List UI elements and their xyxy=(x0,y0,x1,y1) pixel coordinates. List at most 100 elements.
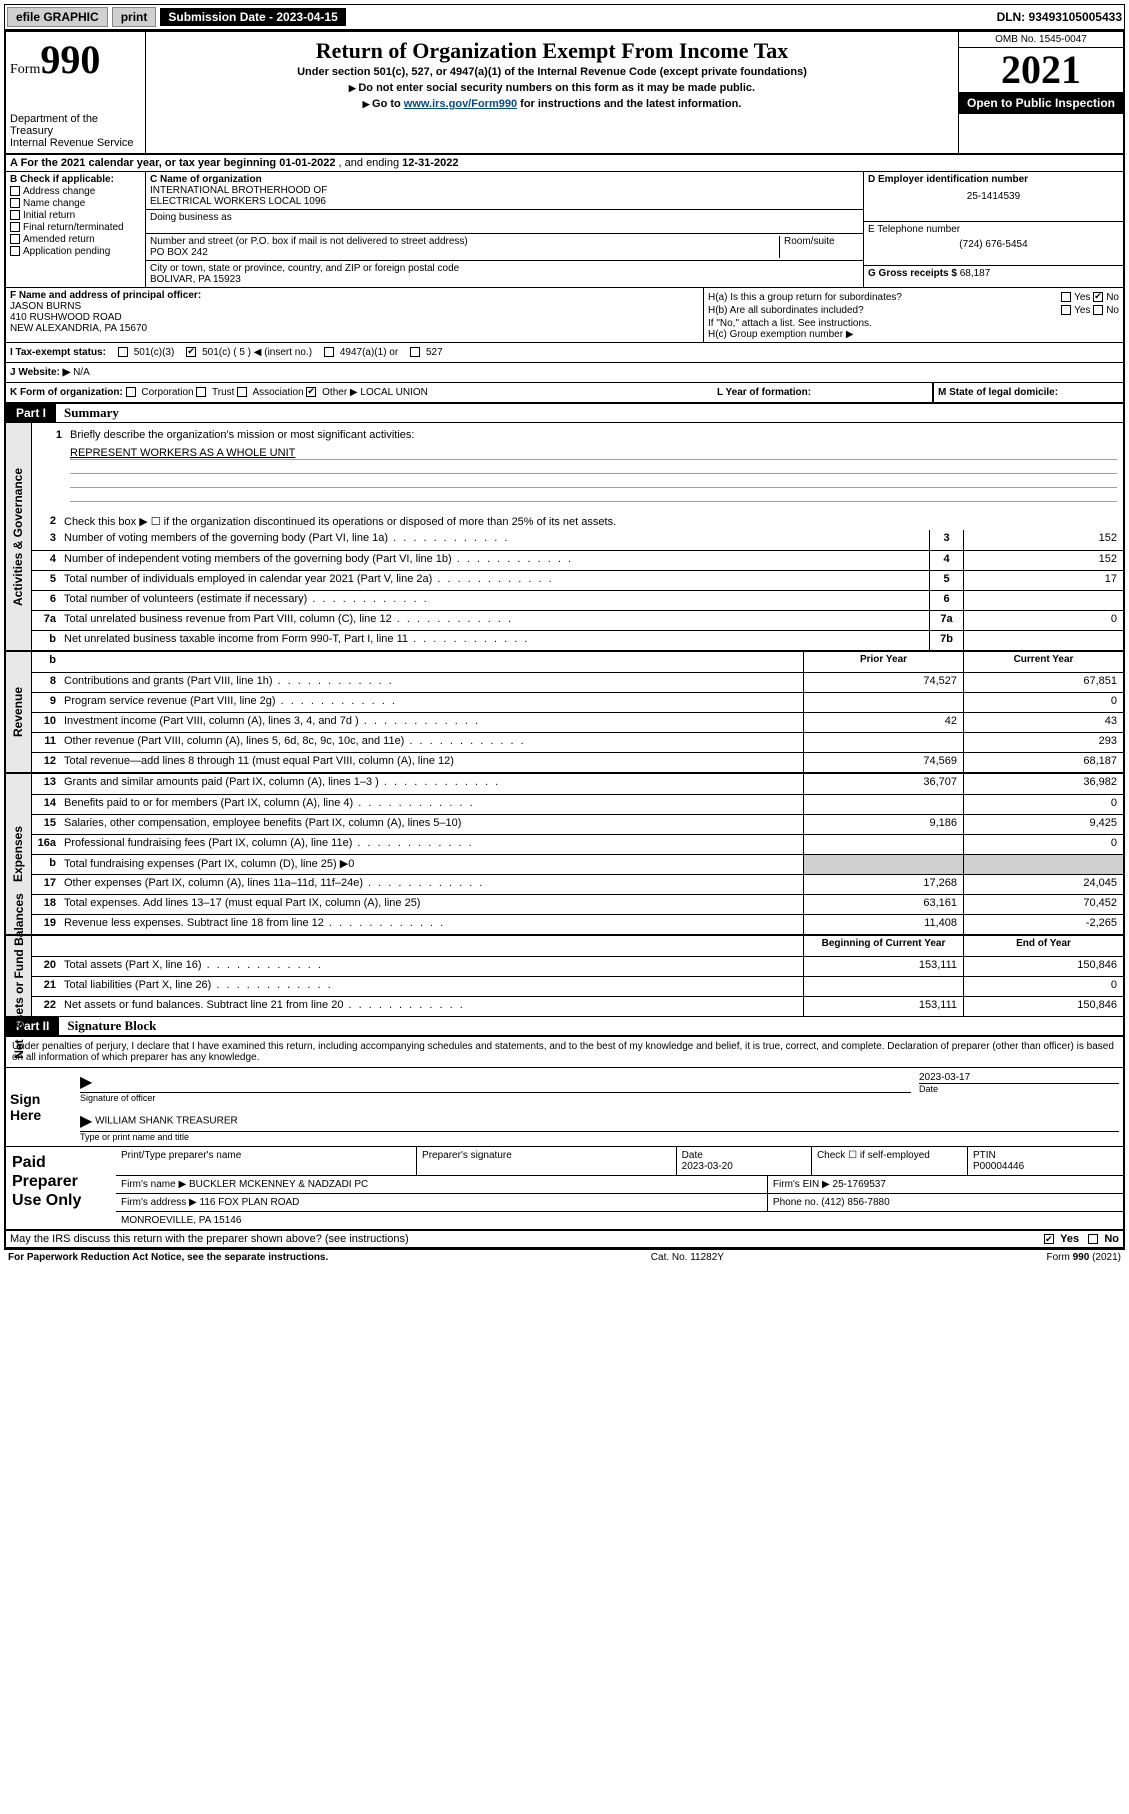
opt-527[interactable]: 527 xyxy=(410,347,442,358)
org-name-1: INTERNATIONAL BROTHERHOOD OF xyxy=(150,185,859,196)
city-cell: City or town, state or province, country… xyxy=(146,261,863,287)
rev-12-p: 74,569 xyxy=(803,753,963,772)
na-20-d: Total assets (Part X, line 16) xyxy=(60,957,803,976)
discuss-no-chk[interactable] xyxy=(1088,1234,1098,1244)
firm-name-cell: Firm's name ▶ BUCKLER MCKENNEY & NADZADI… xyxy=(116,1176,768,1193)
na-hdr-end: End of Year xyxy=(963,936,1123,956)
exp-13-n: 13 xyxy=(32,774,60,794)
chk-name-change[interactable]: Name change xyxy=(10,198,141,209)
exp-15-n: 15 xyxy=(32,815,60,834)
chk-initial-return[interactable]: Initial return xyxy=(10,210,141,221)
gov-6-ln: 6 xyxy=(929,591,963,610)
col-b-checkboxes: B Check if applicable: Address change Na… xyxy=(6,172,146,287)
gov-7a-num: 7a xyxy=(32,611,60,630)
gov-7a-ln: 7a xyxy=(929,611,963,630)
sign-here-row: Sign Here ▶ Signature of officer 2023-03… xyxy=(6,1067,1123,1146)
phone-val: (724) 676-5454 xyxy=(868,239,1119,250)
expenses-section: Expenses 13Grants and similar amounts pa… xyxy=(6,774,1123,936)
print-btn[interactable]: print xyxy=(112,7,157,27)
sig-name-title: WILLIAM SHANK TREASURER xyxy=(95,1116,238,1127)
chk-address-change[interactable]: Address change xyxy=(10,186,141,197)
prep-h2: Preparer's signature xyxy=(417,1147,677,1175)
prep-h1: Print/Type preparer's name xyxy=(116,1147,417,1175)
exp-18-d: Total expenses. Add lines 13–17 (must eq… xyxy=(60,895,803,914)
gross-receipts-cell: G Gross receipts $ 68,187 xyxy=(864,266,1123,281)
officer-lbl: F Name and address of principal officer: xyxy=(10,290,201,301)
na-22-n: 22 xyxy=(32,997,60,1016)
opt-corp[interactable]: Corporation xyxy=(126,387,194,398)
chk-app-pending[interactable]: Application pending xyxy=(10,246,141,257)
exp-14-c: 0 xyxy=(963,795,1123,814)
rev-8-p: 74,527 xyxy=(803,673,963,692)
na-20-c: 150,846 xyxy=(963,957,1123,976)
row-j-val: N/A xyxy=(73,367,90,378)
form-header: Form990 Department of the Treasury Inter… xyxy=(6,32,1123,155)
addr-val: PO BOX 242 xyxy=(150,247,779,258)
sub3-pre: Go to xyxy=(372,98,404,110)
gov-7b-ln: 7b xyxy=(929,631,963,650)
section-bcde: B Check if applicable: Address change Na… xyxy=(6,172,1123,288)
efile-btn[interactable]: efile GRAPHIC xyxy=(7,7,108,27)
opt-assoc[interactable]: Association xyxy=(237,387,303,398)
sig-declaration: Under penalties of perjury, I declare th… xyxy=(6,1036,1123,1067)
row-i-lbl: I Tax-exempt status: xyxy=(10,347,106,358)
na-hdr-desc xyxy=(60,936,803,956)
paid-preparer: Paid Preparer Use Only Print/Type prepar… xyxy=(6,1146,1123,1231)
row-j-website: J Website: ▶ N/A xyxy=(6,363,1123,383)
form-num-big: 990 xyxy=(40,37,100,82)
gov-5-desc: Total number of individuals employed in … xyxy=(60,571,929,590)
rev-hdr-b: b xyxy=(32,652,60,672)
officer-name: JASON BURNS xyxy=(10,301,699,312)
row-a-mid: , and ending xyxy=(339,157,403,169)
mission-block: 1 Briefly describe the organization's mi… xyxy=(32,423,1123,507)
room-suite-lbl: Room/suite xyxy=(779,236,859,258)
exp-17-p: 17,268 xyxy=(803,875,963,894)
gov-7b-desc: Net unrelated business taxable income fr… xyxy=(60,631,929,650)
form-sub3: Go to www.irs.gov/Form990 for instructio… xyxy=(154,98,950,110)
rev-9-c: 0 xyxy=(963,693,1123,712)
officer-addr2: NEW ALEXANDRIA, PA 15670 xyxy=(10,323,699,334)
opt-4947[interactable]: 4947(a)(1) or xyxy=(324,347,398,358)
row-a-label: A For the 2021 calendar year, or tax yea… xyxy=(10,157,279,169)
org-name-lbl: C Name of organization xyxy=(150,174,859,185)
hc-lbl: H(c) Group exemption number ▶ xyxy=(708,329,1119,340)
dba-cell: Doing business as xyxy=(146,210,863,234)
na-21-c: 0 xyxy=(963,977,1123,996)
mission-text: REPRESENT WORKERS AS A WHOLE UNIT xyxy=(70,447,1117,460)
sig-officer-lbl: Signature of officer xyxy=(80,1092,911,1103)
form990-link[interactable]: www.irs.gov/Form990 xyxy=(404,98,517,110)
row-j-lbl: J Website: ▶ xyxy=(10,367,73,378)
na-hdr-spacer xyxy=(32,936,60,956)
opt-trust[interactable]: Trust xyxy=(196,387,234,398)
gov-5-val: 17 xyxy=(963,571,1123,590)
exp-17-n: 17 xyxy=(32,875,60,894)
opt-other[interactable]: Other ▶ xyxy=(306,387,357,398)
discuss-yes-chk[interactable] xyxy=(1044,1234,1054,1244)
sig-name-lbl: Type or print name and title xyxy=(80,1131,1119,1142)
gov-6-val xyxy=(963,591,1123,610)
chk-final-return[interactable]: Final return/terminated xyxy=(10,222,141,233)
governance-body: 1 Briefly describe the organization's mi… xyxy=(32,423,1123,650)
chk-amended[interactable]: Amended return xyxy=(10,234,141,245)
hb2-lbl: If "No," attach a list. See instructions… xyxy=(708,318,1119,329)
rev-8-c: 67,851 xyxy=(963,673,1123,692)
opt-501c[interactable]: 501(c) ( 5 ) ◀ (insert no.) xyxy=(186,347,312,358)
part2-title: Signature Block xyxy=(67,1018,156,1034)
gov-2-num: 2 xyxy=(32,513,60,530)
street-cell: Number and street (or P.O. box if mail i… xyxy=(146,234,863,261)
gov-7a-val: 0 xyxy=(963,611,1123,630)
netassets-section: Net Assets or Fund Balances Beginning of… xyxy=(6,936,1123,1017)
row-i-status: I Tax-exempt status: 501(c)(3) 501(c) ( … xyxy=(6,343,1123,363)
gov-5-ln: 5 xyxy=(929,571,963,590)
ha-yesno: Yes No xyxy=(1061,292,1119,303)
officer-addr1: 410 RUSHWOOD ROAD xyxy=(10,312,699,323)
dln: DLN: 93493105005433 xyxy=(997,10,1122,24)
gov-6-desc: Total number of volunteers (estimate if … xyxy=(60,591,929,610)
gov-4-val: 152 xyxy=(963,551,1123,570)
rev-9-d: Program service revenue (Part VIII, line… xyxy=(60,693,803,712)
col-h-group: H(a) Is this a group return for subordin… xyxy=(703,288,1123,342)
exp-15-c: 9,425 xyxy=(963,815,1123,834)
addr-lbl: Number and street (or P.O. box if mail i… xyxy=(150,236,779,247)
exp-14-d: Benefits paid to or for members (Part IX… xyxy=(60,795,803,814)
opt-501c3[interactable]: 501(c)(3) xyxy=(118,347,174,358)
